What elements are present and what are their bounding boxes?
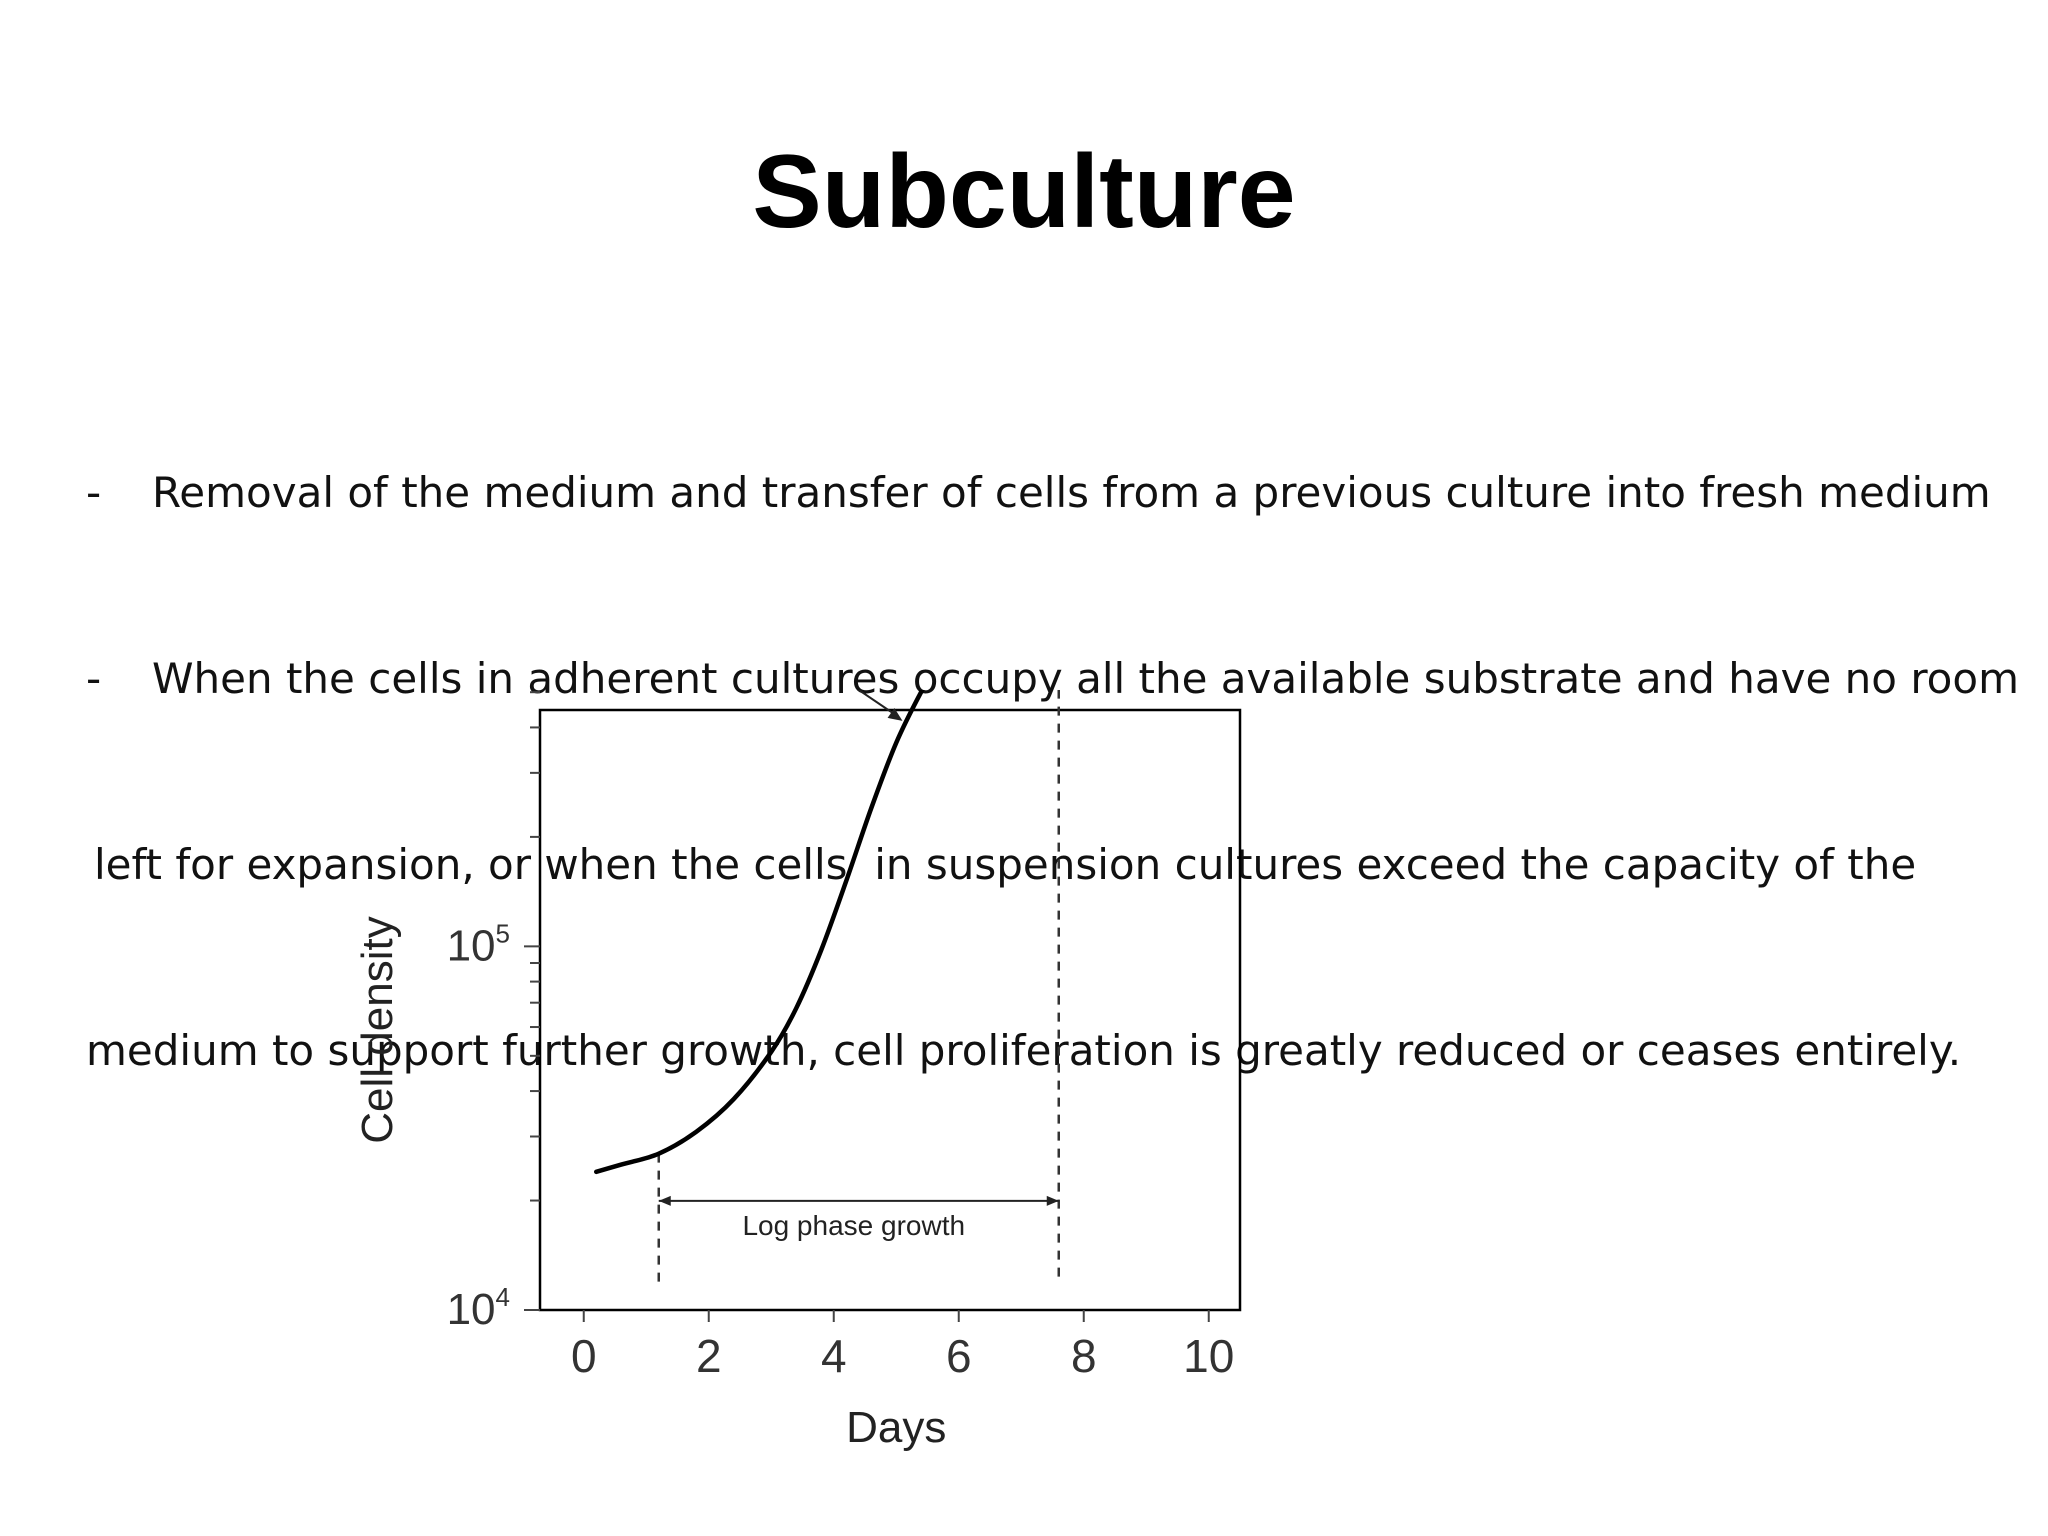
phase-markers [657,690,1060,1282]
x-tick-label: 2 [696,1330,722,1382]
y-tick-label: 104 [447,1282,510,1334]
bullet-1: - Removal of the medium and transfer of c… [86,462,2026,524]
continuation-text: left for expansion, or when the cells in… [94,840,1917,889]
log-phase-annotation-label: Log phase growth [742,1210,965,1241]
series-layer [594,690,925,1175]
bullet-dash: - [86,468,102,517]
x-tick-label: 8 [1071,1330,1097,1382]
bullet-text: When the cells in adherent cultures occu… [152,654,2019,703]
continuation-text: medium to support further growth, cell p… [86,1026,1962,1075]
log-phase-arrowhead-right [1046,1195,1059,1206]
bullet-2: - When the cells in adherent cultures occ… [86,648,2026,710]
x-tick-label: 6 [946,1330,972,1382]
continuation-line-1: left for expansion, or when the cells in… [86,834,2026,896]
annotations: SubcultureLog phase growth [658,690,1059,1241]
x-tick-label: 10 [1183,1330,1234,1382]
subculture-annotation-arrow [857,690,900,718]
bullet-text: Removal of the medium and transfer of ce… [152,468,1991,517]
slide-body: - Removal of the medium and transfer of c… [86,338,2026,1144]
x-axis-ticks: 0 2 4 6 8 10 [571,1310,1234,1382]
growth-curve [594,690,925,1175]
x-axis-label: Days [846,1403,946,1452]
slide-title: Subculture [752,134,1296,250]
subculture-arrowhead [887,708,903,721]
y-axis-label: Cell density [353,916,402,1143]
bullet-dash: - [86,654,102,703]
x-tick-label: 4 [821,1330,847,1382]
x-tick-label: 0 [571,1330,597,1382]
continuation-line-2: medium to support further growth, cell p… [86,1020,2026,1082]
log-phase-arrowhead-left [658,1195,671,1206]
y-axis-ticks: 104105106 [447,691,540,1334]
y-tick-label: 105 [447,918,510,970]
